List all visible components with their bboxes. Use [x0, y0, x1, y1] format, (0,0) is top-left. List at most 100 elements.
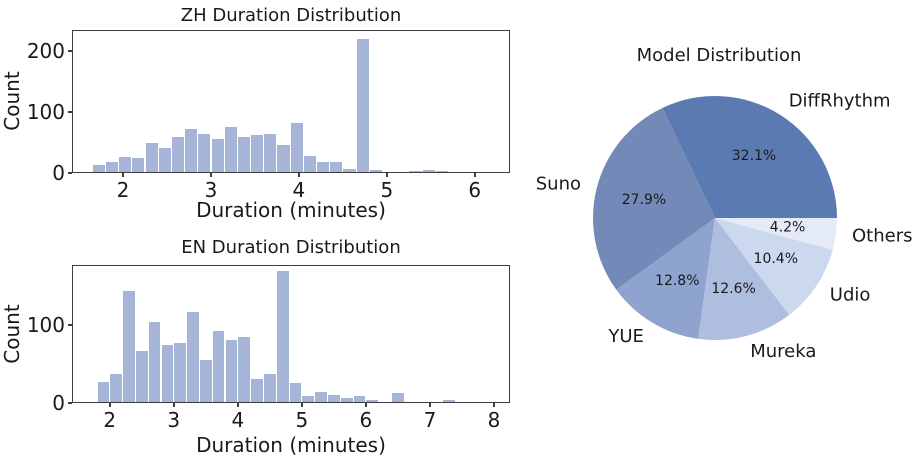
- pie-pct-mureka: 12.6%: [711, 281, 755, 297]
- zh-histogram-bar: [157, 148, 171, 172]
- zh-histogram-bar: [368, 169, 382, 172]
- zh-x-tickmark: [298, 173, 300, 177]
- zh-x-tickmark: [122, 173, 124, 177]
- en-histogram-bar: [224, 340, 238, 402]
- zh-y-tick-label: 200: [26, 38, 65, 63]
- zh-histogram-bar: [263, 134, 277, 172]
- en-x-tick-label: 5: [295, 408, 309, 432]
- en-histogram-bar: [352, 395, 366, 402]
- en-histogram-bar: [211, 331, 225, 402]
- en-histogram-bar: [173, 342, 187, 402]
- en-x-axis-label: Duration (minutes): [196, 433, 386, 457]
- pie-chart-title: Model Distribution: [636, 45, 802, 66]
- zh-histogram-bar: [302, 156, 316, 172]
- en-y-tickmark: [68, 324, 72, 326]
- zh-chart-title: ZH Duration Distribution: [180, 5, 402, 26]
- en-histogram-bar: [288, 383, 302, 402]
- zh-histogram-bar: [144, 142, 158, 172]
- en-histogram-bar: [237, 336, 251, 402]
- zh-y-tick-label: 100: [26, 99, 65, 124]
- zh-histogram-bar: [421, 170, 435, 172]
- en-histogram-bar: [250, 379, 263, 402]
- zh-x-tickmark: [210, 173, 212, 177]
- zh-histogram-bar: [223, 126, 237, 172]
- zh-y-tick-label: 0: [52, 161, 65, 185]
- zh-histogram-bar: [289, 123, 303, 172]
- en-histogram-bar: [147, 321, 161, 402]
- en-histogram-bar: [160, 345, 174, 402]
- en-histogram-bar: [314, 391, 327, 402]
- zh-histogram-bar: [329, 162, 343, 172]
- en-x-tick-label: 8: [487, 408, 501, 432]
- pie-slice-yue: [616, 218, 715, 339]
- zh-histogram-bar: [197, 133, 211, 172]
- zh-y-tickmark: [68, 50, 72, 52]
- en-chart-title: EN Duration Distribution: [181, 237, 401, 258]
- zh-x-tick-label: 3: [204, 178, 218, 202]
- en-histogram-bar: [327, 395, 340, 402]
- pie-slice-diffrhythm: [662, 95, 837, 218]
- en-histogram-bar: [109, 373, 123, 402]
- pie-pct-others: 4.2%: [770, 220, 806, 236]
- en-x-tickmark: [301, 403, 303, 407]
- en-x-tickmark: [493, 403, 495, 407]
- en-x-tickmark: [365, 403, 367, 407]
- en-x-tickmark: [173, 403, 175, 407]
- zh-histogram-bar: [250, 135, 264, 172]
- en-x-tick-label: 6: [359, 408, 373, 432]
- en-histogram-bar: [134, 350, 148, 402]
- zh-histogram-bar: [104, 162, 119, 172]
- zh-x-tick-label: 6: [468, 178, 482, 202]
- pie-pct-yue: 12.8%: [655, 273, 699, 289]
- en-x-tick-label: 2: [103, 408, 117, 432]
- en-histogram-bar: [442, 400, 456, 402]
- pie-slice-label-diffrhythm: DiffRhythm: [789, 91, 891, 112]
- en-histogram-bar: [391, 393, 404, 402]
- zh-x-tick-label: 4: [292, 178, 306, 202]
- en-histogram-bar: [365, 399, 379, 402]
- en-plot-area: [72, 265, 510, 403]
- en-x-tickmark: [237, 403, 239, 407]
- pie-slice-label-mureka: Mureka: [750, 341, 816, 362]
- en-histogram-bar: [263, 373, 276, 402]
- zh-histogram-bar: [408, 170, 422, 172]
- zh-x-tickmark: [474, 173, 476, 177]
- en-y-tickmark: [68, 402, 72, 404]
- en-histogram-bar: [198, 359, 212, 402]
- pie-slice-label-udio: Udio: [830, 285, 871, 306]
- zh-histogram-bar: [210, 139, 224, 172]
- zh-x-tick-label: 2: [116, 178, 130, 202]
- en-x-tickmark: [429, 403, 431, 407]
- en-y-tick-label: 100: [26, 313, 65, 337]
- zh-histogram-bar: [184, 128, 198, 172]
- en-x-tick-label: 4: [231, 408, 245, 432]
- zh-histogram-bar: [276, 145, 290, 172]
- pie-slice-label-yue: YUE: [607, 326, 644, 347]
- en-histogram-bar: [339, 398, 353, 402]
- pie-slice-others: [715, 218, 837, 250]
- zh-histogram-bar: [118, 157, 132, 172]
- en-x-tick-label: 7: [423, 408, 437, 432]
- pie-slice-label-others: Others: [852, 226, 913, 247]
- zh-histogram-bar: [342, 168, 356, 172]
- zh-x-tick-label: 5: [380, 178, 394, 202]
- zh-histogram-bar: [434, 170, 448, 172]
- pie-slice-mureka: [698, 218, 790, 341]
- pie-slice-label-suno: Suno: [536, 174, 581, 195]
- zh-histogram-bar: [91, 164, 105, 172]
- en-histogram-bar: [122, 290, 135, 402]
- zh-histogram-bar: [170, 136, 185, 172]
- en-x-tickmark: [109, 403, 111, 407]
- pie-pct-diffrhythm: 32.1%: [732, 148, 776, 164]
- en-histogram-bar: [96, 381, 110, 402]
- zh-x-axis-label: Duration (minutes): [196, 198, 386, 222]
- en-histogram-bar: [301, 395, 315, 402]
- zh-x-tickmark: [386, 173, 388, 177]
- en-histogram-bar: [186, 311, 199, 402]
- zh-plot-area: [72, 30, 510, 173]
- pie-slice-suno: [592, 107, 715, 290]
- en-y-tick-label: 0: [52, 391, 65, 415]
- en-x-tick-label: 3: [167, 408, 181, 432]
- zh-y-tickmark: [68, 172, 72, 174]
